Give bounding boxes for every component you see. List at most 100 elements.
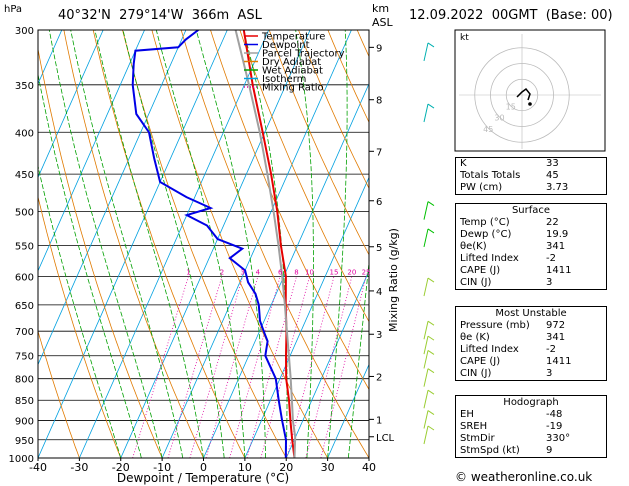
mixing-ratio-label: 4 (256, 268, 261, 276)
wind-barb (423, 42, 435, 62)
pressure-tick-label: 1000 (9, 454, 34, 465)
table-row: Lifted Index -2 (456, 253, 606, 265)
copyright-text: © weatheronline.co.uk (455, 470, 592, 484)
table-row: SREH -19 (456, 421, 606, 433)
dry-adiabat-line (38, 329, 80, 458)
x-axis-label: Dewpoint / Temperature (°C) (117, 471, 289, 485)
wind-barb (423, 335, 435, 355)
legend-label: Wet Adiabat (262, 66, 323, 77)
dry-adiabat-line (122, 30, 287, 458)
station-location: 40°32'N 279°14'W 366m ASL (58, 8, 262, 23)
row-value: -2 (546, 344, 556, 355)
row-value: 341 (546, 332, 566, 343)
pressure-tick-label: 300 (15, 26, 34, 37)
parcel-trajectory-profile (234, 30, 297, 458)
surface-table: Surface Temp (°C) 22 Dewp (°C) 19.9 θe(K) 341… (455, 203, 607, 290)
row-label: SREH (460, 421, 488, 432)
wet-adiabat-line (347, 258, 369, 458)
dry-adiabat-line (621, 30, 629, 458)
dry-adiabat-line (239, 30, 369, 323)
isotherm-line (120, 30, 311, 458)
dry-adiabat-line (92, 30, 246, 458)
isotherm-line (161, 30, 352, 458)
surface-title: Surface (511, 205, 551, 216)
km-unit: km (372, 2, 390, 15)
wet-adiabat-line (243, 30, 288, 458)
legend-label: Mixing Ratio (262, 83, 324, 94)
dry-adiabat-line (38, 46, 163, 458)
most-unstable-title: Most Unstable (495, 308, 567, 319)
hodograph-trace (516, 87, 531, 101)
wind-barb (423, 368, 435, 387)
pressure-tick-label: 350 (15, 81, 34, 92)
isotherm-line (203, 82, 369, 458)
dewpoint-profile (131, 30, 288, 458)
mixing-ratio-label: 25 (362, 268, 371, 276)
asl-unit: ASL (372, 16, 393, 29)
mixing-ratio-line (189, 276, 244, 458)
dry-adiabat-line (180, 30, 369, 458)
legend-label: Dry Adiabat (262, 57, 321, 68)
km-tick-label: 7 (376, 147, 382, 158)
table-row: Pressure (mb) 972 (456, 320, 606, 332)
table-row: θe (K) 341 (456, 332, 606, 344)
table-row: Lifted Index -2 (456, 344, 606, 356)
table-row: EH -48 (456, 409, 606, 421)
table-row: Dewp (°C) 19.9 (456, 229, 606, 241)
dry-adiabat-line (210, 30, 369, 391)
km-tick-label: 8 (376, 96, 382, 107)
row-label: Lifted Index (460, 344, 519, 355)
x-tick-label: 40 (362, 461, 376, 474)
pressure-tick-label: 400 (15, 128, 34, 139)
x-tick-label: 10 (238, 461, 252, 474)
pressure-tick-label: 950 (15, 436, 34, 447)
km-tick-label: 1 (376, 415, 382, 426)
row-label: Dewp (°C) (460, 229, 512, 240)
mixing-ratio-line (305, 276, 353, 458)
row-label: θe (K) (460, 332, 490, 343)
mixing-ratio-label: 10 (305, 268, 314, 276)
pressure-tick-label: 450 (15, 170, 34, 181)
row-value: 330° (546, 433, 571, 444)
wind-barb (423, 410, 435, 429)
row-value: 972 (546, 320, 566, 331)
mixing-ratio-label: 2 (220, 268, 224, 276)
mixing-ratio-label: 15 (330, 268, 339, 276)
mixing-ratio-line (229, 276, 281, 458)
hodograph-ring-label: 15 (506, 102, 516, 111)
isotherm-line (285, 269, 369, 458)
table-row: θe(K) 341 (456, 241, 606, 253)
legend-label: Isotherm (262, 74, 306, 85)
row-value: 341 (546, 241, 566, 252)
row-value: 3 (546, 277, 553, 288)
mixing-ratio-line (320, 276, 367, 458)
km-tick-label: 9 (376, 43, 382, 54)
plot-frame (37, 29, 370, 459)
wind-barb (423, 103, 435, 123)
mixing-ratio-label: 1 (186, 268, 190, 276)
isotherm-line (38, 30, 187, 366)
table-row: CAPE (J) 1411 (456, 265, 606, 277)
wind-barb (423, 277, 435, 297)
km-tick-label: 5 (376, 243, 382, 254)
legend-label: Dewpoint (262, 40, 310, 51)
wet-adiabat-line (38, 72, 142, 458)
row-label: EH (460, 409, 474, 420)
table-row: CAPE (J) 1411 (456, 356, 606, 368)
x-tick-label: -40 (29, 461, 47, 474)
x-tick-label: -30 (70, 461, 88, 474)
table-row: StmDir 330° (456, 433, 606, 445)
wind-barb (423, 350, 435, 369)
mixing-ratio-axis-label: Mixing Ratio (g/kg) (387, 228, 400, 332)
table-row: Temp (°C) 22 (456, 217, 606, 229)
legend-label: Parcel Trajectory (262, 49, 345, 60)
row-value: 1411 (546, 356, 572, 367)
km-tick-label: 6 (376, 197, 382, 208)
row-value: 9 (546, 445, 553, 456)
pressure-tick-label: 900 (15, 417, 34, 428)
row-label: CAPE (J) (460, 356, 501, 367)
row-label: CIN (J) (460, 277, 492, 288)
mixing-ratio-label: 8 (294, 268, 298, 276)
